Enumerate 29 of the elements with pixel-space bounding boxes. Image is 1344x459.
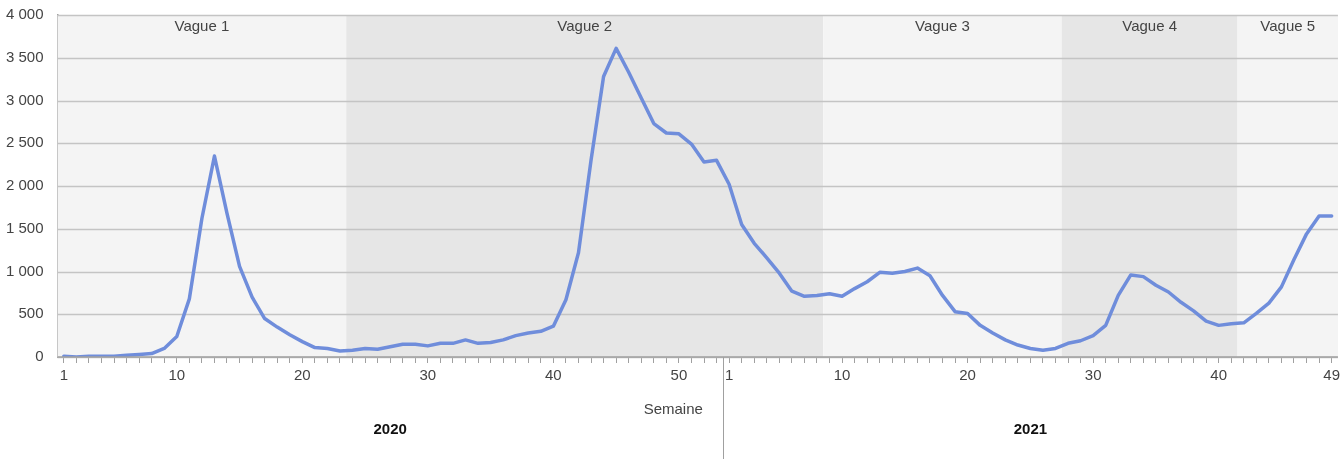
y-tick-label: 1 500 bbox=[5, 218, 44, 236]
y-tick-label: 500 bbox=[18, 304, 44, 322]
y-tick-label: 2 000 bbox=[5, 176, 44, 194]
x-tick-label: 30 bbox=[1084, 366, 1102, 384]
y-tick-label: 3 000 bbox=[5, 90, 44, 108]
annotation: Vague 2 bbox=[557, 16, 613, 34]
x-tick-label: 10 bbox=[833, 366, 851, 384]
x-tick-label: 49 bbox=[1323, 366, 1340, 384]
x-tick-label: 1 bbox=[59, 366, 68, 384]
x-tick-label: 30 bbox=[419, 366, 437, 384]
y-tick-label: 1 000 bbox=[5, 261, 44, 279]
x-tick-label: 1 bbox=[724, 366, 734, 384]
y-tick-label: 3 500 bbox=[5, 47, 44, 65]
annotation: Vague 5 bbox=[1260, 16, 1316, 34]
y-tick-label: 4 000 bbox=[5, 5, 44, 23]
x-tick-label: 40 bbox=[545, 366, 562, 384]
x-tick-label: 20 bbox=[959, 366, 976, 384]
y-tick-label: 2 500 bbox=[5, 133, 44, 151]
annotation: Vague 3 bbox=[915, 16, 970, 34]
x-tick-label: 40 bbox=[1210, 366, 1228, 384]
y-tick-label: 0 bbox=[35, 347, 44, 365]
x-axis-title: Semaine bbox=[643, 400, 703, 418]
annotation: Vague 4 bbox=[1122, 16, 1178, 34]
annotation: Vague 1 bbox=[174, 16, 230, 34]
x-tick-label: 50 bbox=[670, 366, 688, 384]
text: 2021 bbox=[1013, 420, 1048, 438]
x-tick-label: 10 bbox=[168, 366, 186, 384]
text: 2020 bbox=[373, 420, 407, 438]
x-tick-label: 20 bbox=[293, 366, 311, 384]
